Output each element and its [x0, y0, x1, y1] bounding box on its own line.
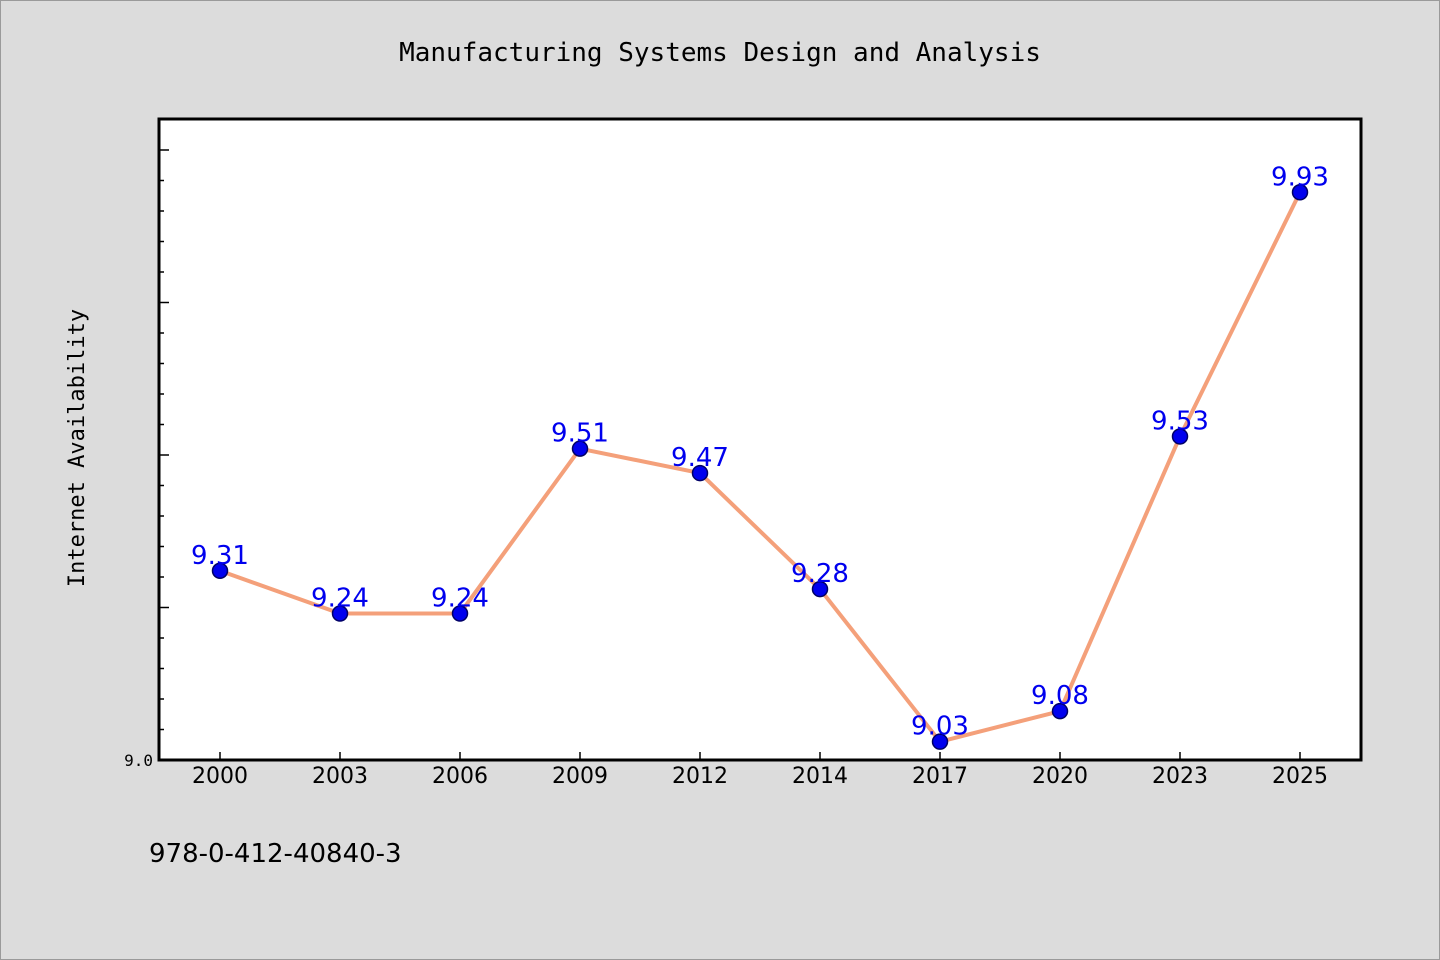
- x-tick-labels: 2000 2003 2006 2009 2012 2014 2017 2020 2023 2025: [192, 764, 1328, 789]
- data-point: [331, 605, 349, 622]
- x-tick-label: 2017: [912, 764, 968, 789]
- data-label: 9.47: [671, 443, 729, 473]
- y-tick-label: 9.0: [124, 751, 153, 770]
- data-point: [211, 562, 229, 580]
- series-line: [219, 191, 1302, 744]
- data-point: [1171, 428, 1189, 445]
- x-tick-label: 2014: [792, 764, 848, 789]
- isbn-label: 978-0-412-40840-3: [149, 839, 402, 869]
- data-point: [691, 464, 709, 482]
- plot-frame: [157, 117, 1363, 762]
- x-tick-label: 2012: [672, 764, 728, 789]
- data-label: 9.24: [431, 583, 489, 613]
- data-label: 9.51: [551, 419, 609, 449]
- data-label: 9.93: [1271, 162, 1329, 192]
- data-labels: 9.31 9.24 9.24 9.51 9.47 9.28 9.03 9.08 9.53 9.93: [191, 162, 1329, 741]
- x-tick-label: 2009: [552, 764, 608, 789]
- x-tick-label: 2003: [312, 764, 368, 789]
- x-tick-label: 2020: [1032, 764, 1088, 789]
- data-label: 9.08: [1031, 681, 1089, 711]
- plot-area: [159, 119, 1361, 760]
- x-tick-label: 2023: [1152, 764, 1208, 789]
- data-label: 9.53: [1151, 406, 1209, 436]
- data-label: 9.03: [911, 712, 969, 742]
- data-point: [931, 733, 949, 750]
- data-point: [451, 605, 469, 622]
- x-tick-label: 2000: [192, 764, 248, 789]
- y-tick-labels: 9.0: [124, 751, 153, 770]
- data-point: [811, 580, 829, 598]
- y-axis-label: Internet Availability: [65, 309, 90, 587]
- data-markers: [211, 184, 1309, 750]
- data-point: [1291, 184, 1309, 201]
- data-point: [571, 440, 589, 457]
- data-label: 9.24: [311, 583, 369, 613]
- data-point: [1051, 702, 1069, 720]
- data-label: 9.28: [791, 559, 849, 589]
- x-tick-label: 2006: [432, 764, 488, 789]
- data-label: 9.31: [191, 541, 249, 571]
- chart-title: Manufacturing Systems Design and Analysi…: [399, 38, 1041, 68]
- x-tick-label: 2025: [1272, 764, 1328, 789]
